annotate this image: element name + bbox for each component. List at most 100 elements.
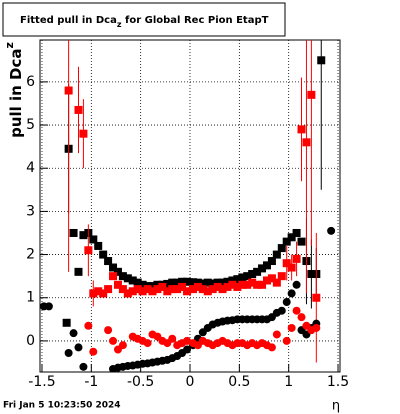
marker: [163, 287, 172, 296]
marker: [168, 334, 177, 343]
marker: [128, 276, 137, 285]
marker: [312, 293, 321, 302]
footer: Fri Jan 5 10:23:50 2024: [3, 401, 121, 411]
marker: [198, 279, 207, 288]
marker: [183, 277, 192, 286]
marker: [228, 280, 237, 289]
x-tick-label: 0.5: [228, 374, 250, 390]
marker: [118, 285, 127, 294]
marker: [94, 241, 103, 250]
y-axis-label: pull in Dcaz: [3, 42, 25, 138]
marker: [79, 231, 88, 240]
marker: [153, 280, 162, 289]
marker: [208, 285, 217, 294]
marker: [168, 278, 177, 287]
marker: [89, 347, 98, 356]
marker: [243, 272, 252, 281]
marker: [109, 272, 118, 281]
marker: [218, 285, 227, 294]
x-axis-label: η: [332, 399, 340, 414]
x-tick-label: -0.5: [127, 374, 154, 390]
marker: [267, 257, 276, 266]
marker: [133, 278, 142, 287]
marker: [74, 343, 83, 352]
plot-area: [40, 40, 336, 372]
marker: [158, 282, 167, 291]
marker: [287, 289, 296, 298]
marker: [193, 278, 202, 287]
marker: [84, 246, 93, 255]
marker: [253, 280, 262, 289]
marker: [297, 313, 306, 322]
marker: [143, 339, 152, 348]
marker: [282, 237, 291, 246]
marker: [272, 330, 281, 339]
marker: [84, 321, 93, 330]
marker: [287, 263, 296, 272]
marker: [307, 269, 316, 278]
marker: [277, 306, 286, 315]
marker: [69, 329, 78, 338]
marker: [277, 272, 286, 281]
marker: [148, 287, 157, 296]
marker: [248, 269, 257, 278]
marker: [203, 287, 212, 296]
marker: [89, 235, 98, 244]
marker: [94, 287, 103, 296]
marker: [118, 272, 127, 281]
marker: [109, 336, 118, 345]
marker: [89, 289, 98, 298]
marker: [188, 285, 197, 294]
marker: [133, 285, 142, 294]
marker: [113, 267, 122, 276]
marker: [267, 274, 276, 283]
marker: [282, 259, 291, 268]
marker: [79, 129, 88, 138]
marker: [44, 302, 53, 311]
marker: [153, 285, 162, 294]
x-tick-label: -1.5: [28, 374, 55, 390]
marker: [163, 279, 172, 288]
marker: [104, 285, 113, 294]
x-tick-label: 1: [284, 374, 293, 390]
marker: [208, 279, 217, 288]
marker: [203, 278, 212, 287]
marker: [64, 86, 73, 95]
marker: [79, 362, 88, 371]
marker: [213, 278, 222, 287]
marker: [302, 138, 311, 147]
marker: [138, 280, 147, 289]
marker: [238, 280, 247, 289]
marker: [198, 285, 207, 294]
marker: [74, 105, 83, 114]
marker: [69, 228, 78, 237]
marker: [173, 285, 182, 294]
marker: [118, 341, 127, 350]
marker: [148, 282, 157, 291]
marker: [178, 277, 187, 286]
x-tick-label: -1: [84, 374, 98, 390]
marker: [123, 289, 132, 298]
marker: [262, 276, 271, 285]
marker: [297, 125, 306, 134]
marker: [64, 349, 73, 358]
marker: [183, 287, 192, 296]
y-tick-label: 2: [26, 247, 35, 263]
marker: [104, 257, 113, 266]
marker: [123, 274, 132, 283]
marker: [223, 282, 232, 291]
marker: [312, 323, 321, 332]
marker: [173, 278, 182, 287]
marker: [282, 298, 291, 307]
marker: [282, 336, 291, 345]
marker: [327, 226, 336, 235]
marker: [248, 278, 257, 287]
marker: [238, 273, 247, 282]
marker: [193, 282, 202, 291]
marker: [74, 267, 83, 276]
marker: [143, 285, 152, 294]
marker: [113, 280, 122, 289]
y-tick-label: 6: [26, 74, 35, 90]
marker: [183, 345, 192, 354]
